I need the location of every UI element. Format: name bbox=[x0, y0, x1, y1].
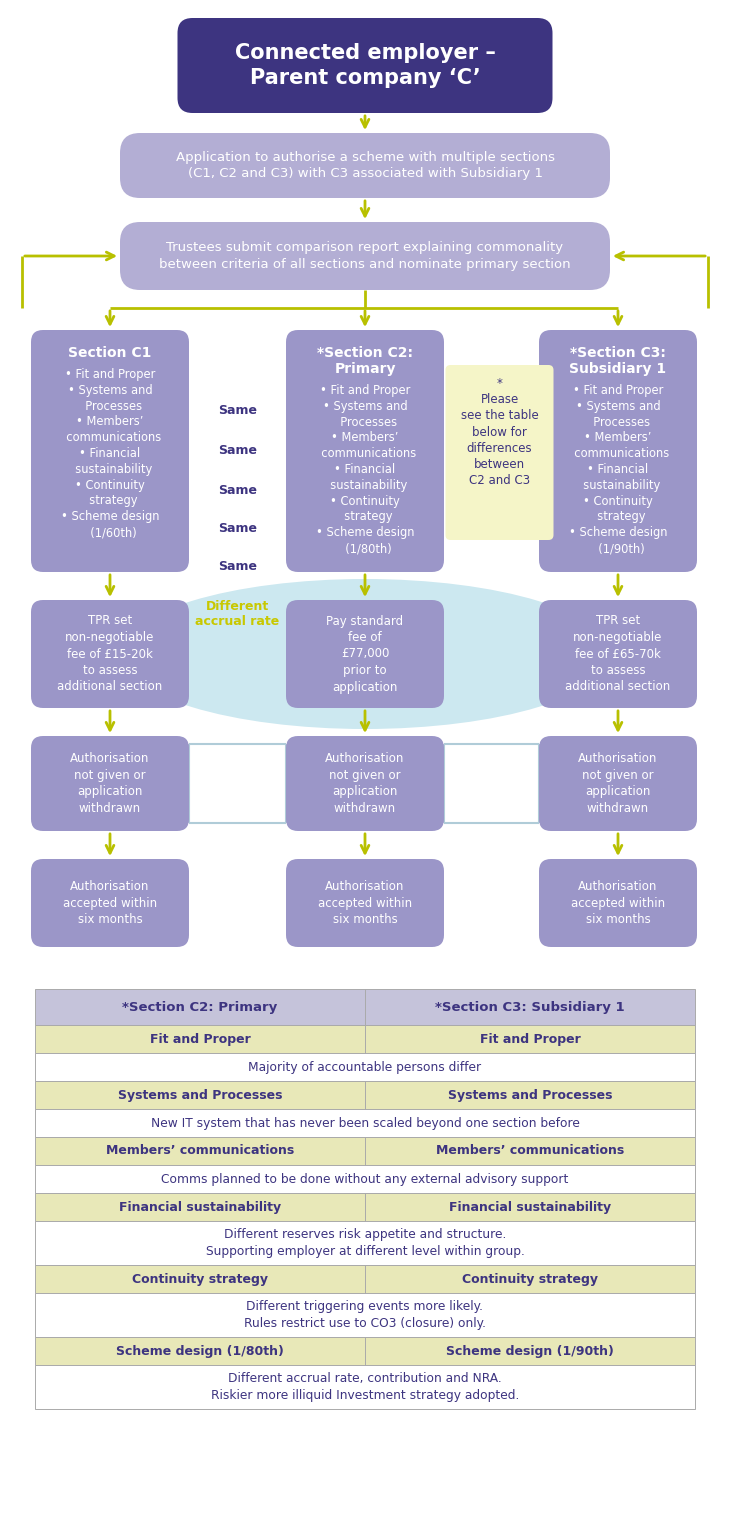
Text: Connected employer –
Parent company ‘C’: Connected employer – Parent company ‘C’ bbox=[234, 42, 496, 88]
FancyBboxPatch shape bbox=[539, 860, 697, 948]
Text: Same: Same bbox=[218, 484, 257, 497]
Text: Financial sustainability: Financial sustainability bbox=[119, 1201, 281, 1213]
Text: Majority of accountable persons differ: Majority of accountable persons differ bbox=[248, 1061, 482, 1073]
Text: *Section C3:
Subsidiary 1: *Section C3: Subsidiary 1 bbox=[569, 346, 666, 376]
Text: Section C1: Section C1 bbox=[69, 346, 152, 359]
Text: TPR set
non-negotiable
fee of £65-70k
to assess
additional section: TPR set non-negotiable fee of £65-70k to… bbox=[565, 614, 671, 693]
FancyBboxPatch shape bbox=[31, 600, 189, 708]
Text: *Section C2:
Primary: *Section C2: Primary bbox=[317, 346, 413, 376]
FancyBboxPatch shape bbox=[31, 735, 189, 831]
FancyBboxPatch shape bbox=[539, 600, 697, 708]
Text: Systems and Processes: Systems and Processes bbox=[447, 1088, 612, 1102]
Text: Authorisation
accepted within
six months: Authorisation accepted within six months bbox=[318, 879, 412, 926]
Text: Authorisation
accepted within
six months: Authorisation accepted within six months bbox=[571, 879, 665, 926]
Text: Authorisation
accepted within
six months: Authorisation accepted within six months bbox=[63, 879, 157, 926]
Text: Pay standard
fee of
£77,000
prior to
application: Pay standard fee of £77,000 prior to app… bbox=[326, 614, 404, 693]
Text: • Fit and Proper
• Systems and
  Processes
• Members’
  communications
• Financi: • Fit and Proper • Systems and Processes… bbox=[59, 368, 161, 540]
FancyBboxPatch shape bbox=[286, 600, 444, 708]
FancyBboxPatch shape bbox=[35, 1193, 695, 1220]
FancyBboxPatch shape bbox=[120, 221, 610, 290]
FancyBboxPatch shape bbox=[35, 1110, 695, 1137]
Text: Different triggering events more likely.
Rules restrict use to CO3 (closure) onl: Different triggering events more likely.… bbox=[244, 1301, 486, 1330]
Text: *
Please
see the table
below for
differences
between
C2 and C3: * Please see the table below for differe… bbox=[461, 377, 539, 487]
FancyBboxPatch shape bbox=[445, 365, 553, 540]
FancyBboxPatch shape bbox=[31, 330, 189, 572]
Text: Fit and Proper: Fit and Proper bbox=[480, 1032, 580, 1046]
Text: Fit and Proper: Fit and Proper bbox=[150, 1032, 250, 1046]
Text: Different reserves risk appetite and structure.
Supporting employer at different: Different reserves risk appetite and str… bbox=[206, 1228, 524, 1258]
Text: Members’ communications: Members’ communications bbox=[436, 1145, 624, 1158]
FancyBboxPatch shape bbox=[35, 1337, 695, 1364]
FancyBboxPatch shape bbox=[539, 735, 697, 831]
Text: • Fit and Proper
• Systems and
  Processes
• Members’
  communications
• Financi: • Fit and Proper • Systems and Processes… bbox=[567, 384, 669, 555]
FancyBboxPatch shape bbox=[35, 1137, 695, 1164]
Text: Authorisation
not given or
application
withdrawn: Authorisation not given or application w… bbox=[70, 752, 150, 814]
FancyBboxPatch shape bbox=[35, 1081, 695, 1110]
FancyBboxPatch shape bbox=[31, 860, 189, 948]
FancyBboxPatch shape bbox=[35, 1293, 695, 1337]
Ellipse shape bbox=[120, 579, 610, 729]
FancyBboxPatch shape bbox=[177, 18, 553, 114]
FancyBboxPatch shape bbox=[35, 1264, 695, 1293]
Text: New IT system that has never been scaled beyond one section before: New IT system that has never been scaled… bbox=[150, 1116, 580, 1129]
FancyBboxPatch shape bbox=[120, 133, 610, 199]
Text: Different accrual rate, contribution and NRA.
Riskier more illiquid Investment s: Different accrual rate, contribution and… bbox=[211, 1372, 519, 1402]
FancyBboxPatch shape bbox=[539, 330, 697, 572]
Text: Continuity strategy: Continuity strategy bbox=[132, 1272, 268, 1286]
Text: Authorisation
not given or
application
withdrawn: Authorisation not given or application w… bbox=[326, 752, 404, 814]
Text: Continuity strategy: Continuity strategy bbox=[462, 1272, 598, 1286]
Text: *Section C2: Primary: *Section C2: Primary bbox=[123, 1001, 277, 1014]
Text: Authorisation
not given or
application
withdrawn: Authorisation not given or application w… bbox=[578, 752, 658, 814]
FancyBboxPatch shape bbox=[35, 1164, 695, 1193]
Text: Members’ communications: Members’ communications bbox=[106, 1145, 294, 1158]
Text: Financial sustainability: Financial sustainability bbox=[449, 1201, 611, 1213]
Text: • Fit and Proper
• Systems and
  Processes
• Members’
  communications
• Financi: • Fit and Proper • Systems and Processes… bbox=[314, 384, 416, 555]
Text: Same: Same bbox=[218, 403, 257, 417]
FancyBboxPatch shape bbox=[35, 1364, 695, 1408]
Text: Application to authorise a scheme with multiple sections
(C1, C2 and C3) with C3: Application to authorise a scheme with m… bbox=[175, 150, 555, 180]
Text: Scheme design (1/90th): Scheme design (1/90th) bbox=[446, 1345, 614, 1357]
FancyBboxPatch shape bbox=[35, 1220, 695, 1264]
FancyBboxPatch shape bbox=[286, 860, 444, 948]
Text: Same: Same bbox=[218, 559, 257, 573]
FancyBboxPatch shape bbox=[286, 735, 444, 831]
Text: Trustees submit comparison report explaining commonality
between criteria of all: Trustees submit comparison report explai… bbox=[159, 241, 571, 271]
Text: *Section C3: Subsidiary 1: *Section C3: Subsidiary 1 bbox=[435, 1001, 625, 1014]
FancyBboxPatch shape bbox=[286, 330, 444, 572]
Text: Different
accrual rate: Different accrual rate bbox=[196, 600, 280, 628]
Text: Same: Same bbox=[218, 444, 257, 456]
FancyBboxPatch shape bbox=[35, 1054, 695, 1081]
FancyBboxPatch shape bbox=[35, 988, 695, 1025]
Text: Same: Same bbox=[218, 522, 257, 535]
Text: TPR set
non-negotiable
fee of £15-20k
to assess
additional section: TPR set non-negotiable fee of £15-20k to… bbox=[58, 614, 163, 693]
Text: Comms planned to be done without any external advisory support: Comms planned to be done without any ext… bbox=[161, 1172, 569, 1186]
FancyBboxPatch shape bbox=[35, 1025, 695, 1054]
Text: Systems and Processes: Systems and Processes bbox=[118, 1088, 283, 1102]
Text: Scheme design (1/80th): Scheme design (1/80th) bbox=[116, 1345, 284, 1357]
